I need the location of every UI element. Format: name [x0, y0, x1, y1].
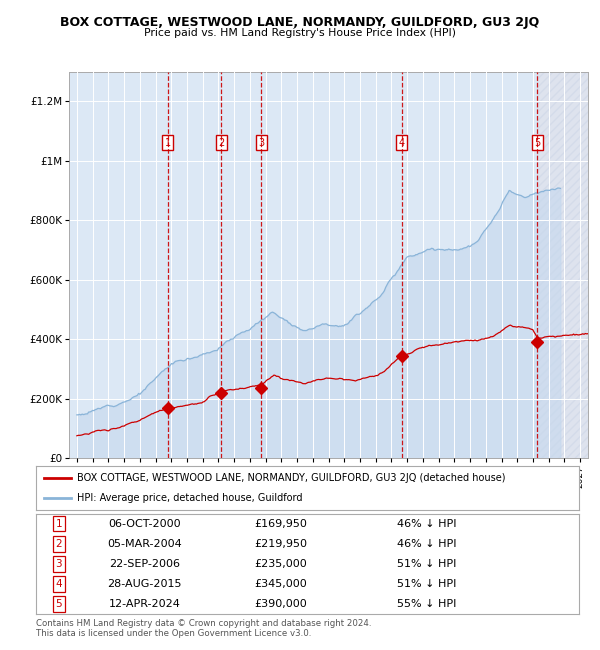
Text: 2: 2 — [55, 539, 62, 549]
Text: 22-SEP-2006: 22-SEP-2006 — [109, 559, 180, 569]
Text: 55% ↓ HPI: 55% ↓ HPI — [397, 599, 457, 609]
Text: 51% ↓ HPI: 51% ↓ HPI — [397, 559, 457, 569]
Text: HPI: Average price, detached house, Guildford: HPI: Average price, detached house, Guil… — [77, 493, 302, 503]
Text: 06-OCT-2000: 06-OCT-2000 — [108, 519, 181, 528]
Text: 4: 4 — [399, 138, 405, 148]
Text: 51% ↓ HPI: 51% ↓ HPI — [397, 579, 457, 589]
Text: 1: 1 — [164, 138, 170, 148]
Text: 5: 5 — [534, 138, 541, 148]
Text: Price paid vs. HM Land Registry's House Price Index (HPI): Price paid vs. HM Land Registry's House … — [144, 28, 456, 38]
Text: £169,950: £169,950 — [254, 519, 307, 528]
Text: £345,000: £345,000 — [254, 579, 307, 589]
Text: 1: 1 — [55, 519, 62, 528]
Text: 5: 5 — [55, 599, 62, 609]
Text: £235,000: £235,000 — [254, 559, 307, 569]
Bar — [538, 72, 600, 458]
Text: Contains HM Land Registry data © Crown copyright and database right 2024.
This d: Contains HM Land Registry data © Crown c… — [36, 619, 371, 638]
Text: 3: 3 — [55, 559, 62, 569]
Bar — [69, 72, 538, 458]
Text: 46% ↓ HPI: 46% ↓ HPI — [397, 519, 457, 528]
Text: £219,950: £219,950 — [254, 539, 307, 549]
Text: 28-AUG-2015: 28-AUG-2015 — [107, 579, 182, 589]
Text: 2: 2 — [218, 138, 224, 148]
Text: 3: 3 — [258, 138, 265, 148]
Text: 05-MAR-2004: 05-MAR-2004 — [107, 539, 182, 549]
Text: 46% ↓ HPI: 46% ↓ HPI — [397, 539, 457, 549]
Text: £390,000: £390,000 — [254, 599, 307, 609]
Text: BOX COTTAGE, WESTWOOD LANE, NORMANDY, GUILDFORD, GU3 2JQ: BOX COTTAGE, WESTWOOD LANE, NORMANDY, GU… — [61, 16, 539, 29]
Text: BOX COTTAGE, WESTWOOD LANE, NORMANDY, GUILDFORD, GU3 2JQ (detached house): BOX COTTAGE, WESTWOOD LANE, NORMANDY, GU… — [77, 473, 505, 483]
Text: 12-APR-2024: 12-APR-2024 — [109, 599, 181, 609]
Text: 4: 4 — [55, 579, 62, 589]
